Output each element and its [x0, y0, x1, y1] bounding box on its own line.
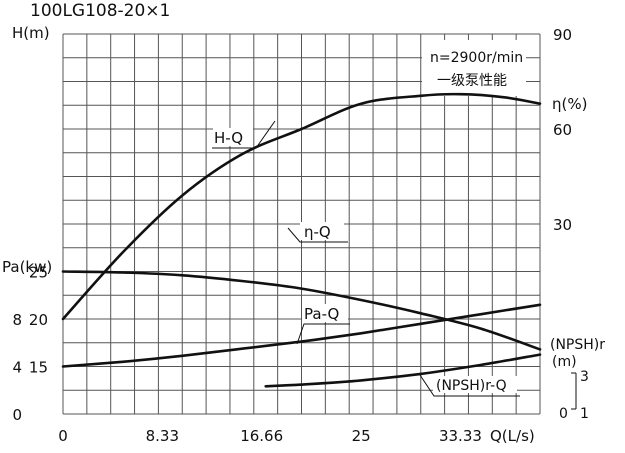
y-tick-label-power: 8 — [12, 311, 22, 329]
x-axis-label: Q(L/s) — [490, 427, 535, 445]
speed-annotation: n=2900r/min — [430, 50, 523, 66]
y-tick-label-head: 25 — [29, 264, 48, 282]
y-tick-label-power: 4 — [12, 359, 22, 377]
y-tick-label-efficiency: 30 — [553, 216, 572, 234]
npsh-tick-label: 3 — [580, 369, 589, 385]
npsh-tick-label: 0 — [559, 406, 568, 422]
axes: H(m) Pa(kw) η(%) (NPSH)r (m) Q(L/s) 3 0 … — [2, 24, 605, 445]
head-curve — [61, 270, 542, 351]
stage-annotation: 一级泵性能 — [437, 73, 507, 89]
power-curve — [61, 303, 542, 368]
y-tick-label-power: 0 — [12, 406, 22, 424]
series-label-pa-q: Pa-Q — [304, 305, 339, 323]
series-label-eta-q: η-Q — [304, 223, 331, 241]
tick-labels: 0 8.33 16.66 25 33.33 15 20 25 0 4 8 30 60 90 — [12, 26, 572, 445]
left-axis-head-label: H(m) — [12, 24, 50, 42]
left-axis-power-label: Pa(kw) — [2, 258, 52, 276]
y-tick-label-head: 15 — [29, 359, 48, 377]
y-tick-label-head: 20 — [29, 311, 48, 329]
right-axis-npsh-label: (NPSH)r — [550, 337, 605, 353]
annotation-box: n=2900r/min 一级泵性能 — [422, 40, 526, 96]
x-tick-label: 0 — [58, 427, 68, 445]
series-label-npsh-q: (NPSH)r-Q — [436, 378, 507, 394]
curves — [61, 92, 542, 388]
npsh-tick-label: 1 — [580, 406, 589, 422]
chart-title: 100LG108-20×1 — [30, 1, 170, 21]
y-tick-label-efficiency: 90 — [553, 26, 572, 44]
x-tick-label: 8.33 — [146, 427, 179, 445]
curve-labels: H-Q η-Q Pa-Q (NPSH)r-Q — [212, 120, 520, 397]
right-axis-eff-label: η(%) — [552, 95, 587, 113]
right-axis-npsh-unit: (m) — [552, 354, 577, 370]
x-tick-label: 25 — [352, 427, 371, 445]
series-label-h-q: H-Q — [214, 129, 243, 147]
x-tick-label: 16.66 — [240, 427, 283, 445]
npsh-curve — [264, 353, 542, 388]
y-tick-label-efficiency: 60 — [553, 121, 572, 139]
x-tick-label: 33.33 — [439, 427, 482, 445]
efficiency-curve — [61, 92, 542, 321]
npsh-scale-bracket: 3 0 1 — [559, 369, 589, 422]
